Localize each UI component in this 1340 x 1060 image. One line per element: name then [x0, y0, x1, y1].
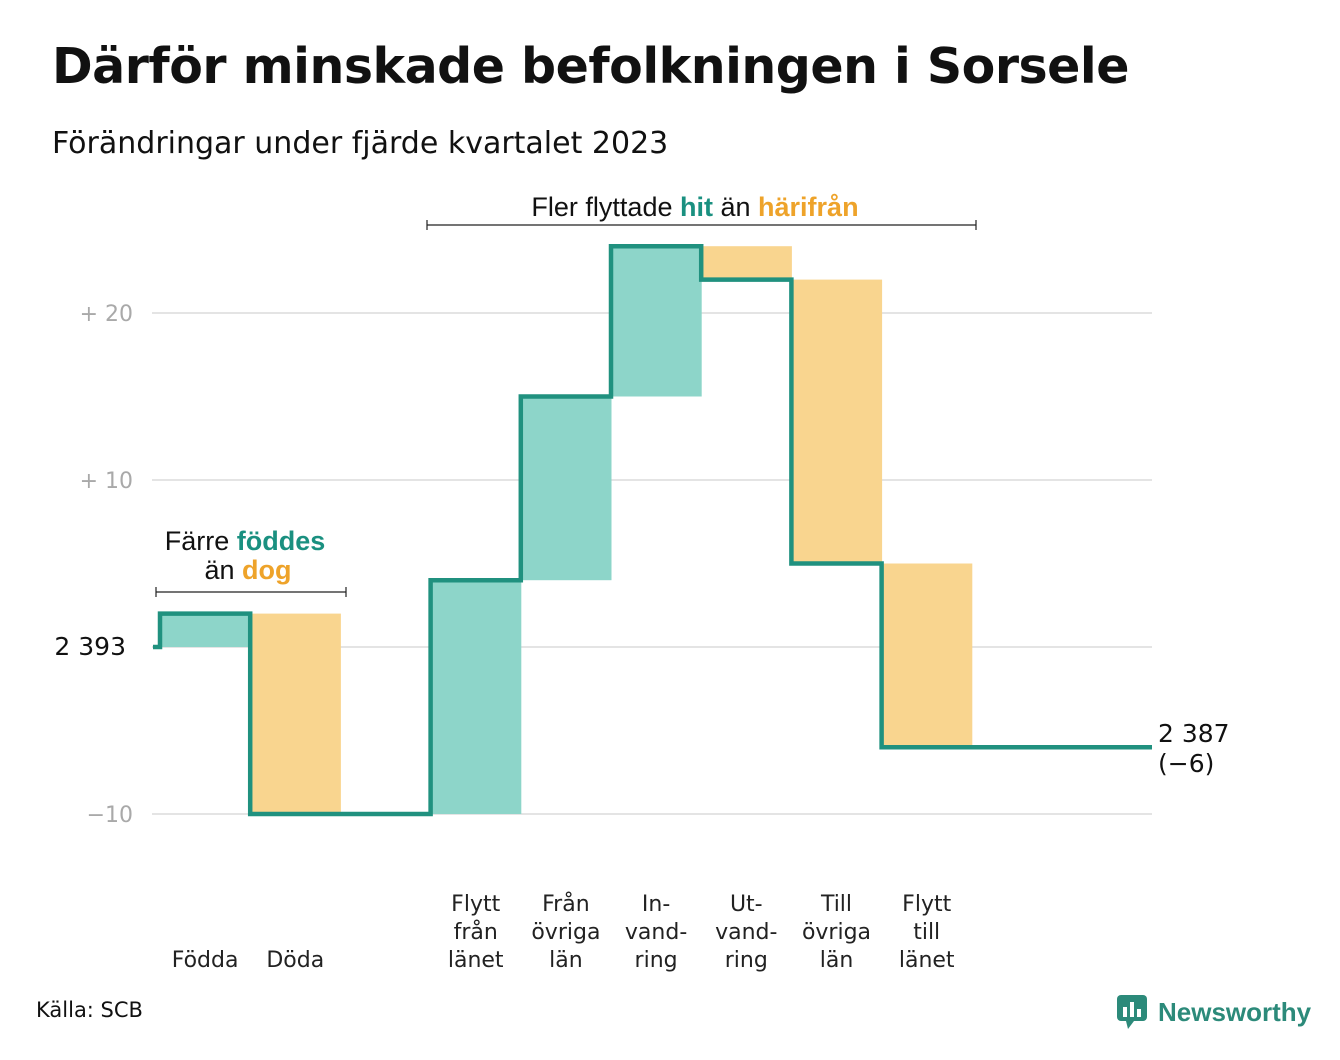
bar-step	[430, 580, 522, 814]
category-label: Från	[542, 891, 590, 917]
category-label: länet	[899, 948, 955, 973]
category-label: vand-	[715, 920, 777, 945]
category-label: Flytt	[902, 892, 951, 917]
category-label: Ut-	[730, 892, 763, 917]
source-note: Källa: SCB	[36, 998, 143, 1022]
category-label: In-	[642, 892, 670, 917]
running-total-path	[153, 243, 1152, 817]
chart-title: Därför minskade befolkningen i Sorsele	[52, 38, 1129, 95]
newsworthy-icon	[1117, 995, 1147, 1029]
bar-step	[160, 613, 251, 647]
migration-bracket	[426, 220, 977, 230]
start-value-label: 2 393	[54, 632, 126, 661]
category-label: övriga	[802, 920, 871, 945]
category-label: vand-	[625, 920, 687, 945]
category-label: län	[820, 948, 854, 973]
bar-step	[791, 279, 883, 564]
category-label: Döda	[266, 948, 324, 973]
end-change-label: (−6)	[1158, 749, 1214, 778]
migration-annotation: Fler flyttade hit än härifrån	[531, 192, 858, 222]
category-label: Födda	[172, 948, 239, 973]
category-label: länet	[448, 948, 504, 973]
category-label: från	[454, 919, 498, 945]
category-label: län	[549, 948, 583, 973]
brand-name: Newsworthy	[1158, 996, 1312, 1027]
category-label: övriga	[531, 920, 600, 945]
bar-step	[611, 246, 702, 397]
category-label: till	[913, 920, 940, 945]
births-deaths-annotation-line1: Färre föddes	[165, 526, 326, 556]
bar-step	[250, 613, 341, 814]
end-value-label: 2 387	[1158, 719, 1230, 748]
bar-step	[701, 246, 792, 280]
bar-step	[520, 396, 612, 581]
category-label: ring	[725, 948, 768, 973]
category-label: Till	[820, 892, 852, 917]
births-deaths-bracket	[155, 587, 347, 597]
chart-subtitle: Förändringar under fjärde kvartalet 2023	[52, 126, 669, 161]
running-total-line	[153, 243, 1152, 817]
brand-logo: Newsworthy	[1116, 994, 1311, 1030]
births-deaths-annotation-line2: än dog	[204, 555, 291, 585]
category-label: Flytt	[451, 892, 500, 917]
y-tick-label: −10	[87, 803, 133, 828]
bar-step	[881, 563, 973, 748]
category-label: ring	[635, 948, 678, 973]
bars	[160, 246, 973, 814]
y-tick-label: + 20	[80, 302, 133, 327]
y-tick-label: + 10	[80, 469, 133, 494]
